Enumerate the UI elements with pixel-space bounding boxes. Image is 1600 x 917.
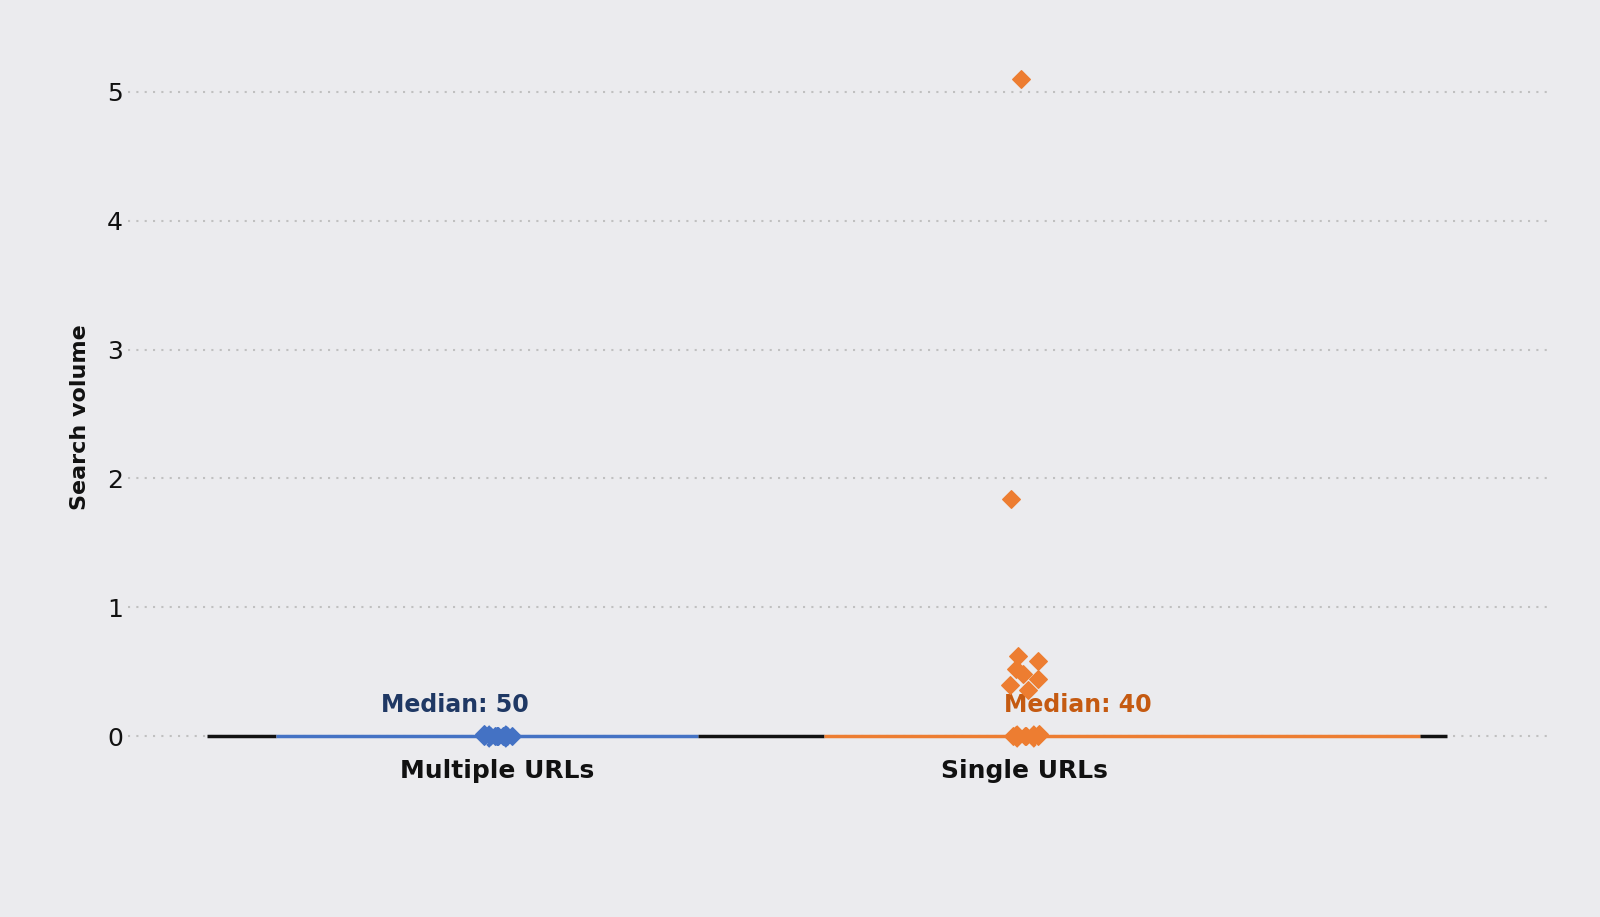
Point [485,729,510,744]
Point [1013,729,1038,744]
Point [997,678,1022,692]
Point [1014,682,1040,697]
Point [470,726,496,741]
Point [485,729,510,744]
Point [494,729,520,744]
Point [1011,729,1037,744]
Point [499,729,525,744]
Point [486,729,512,744]
Point [1008,72,1034,86]
Point [1005,649,1030,664]
Point [1026,726,1051,741]
Point [1000,729,1026,744]
Point [1019,729,1045,744]
Point [491,729,517,744]
Text: Median: 40: Median: 40 [1003,692,1150,717]
Text: Multiple URLs: Multiple URLs [400,759,594,783]
Point [490,729,515,744]
Text: Single URLs: Single URLs [941,759,1109,783]
Point [998,492,1024,506]
Point [477,729,502,744]
Point [493,727,518,742]
Text: Median: 50: Median: 50 [381,692,530,717]
Y-axis label: Search volume: Search volume [70,325,91,510]
Point [483,729,509,744]
Point [1003,727,1029,742]
Point [1003,662,1029,677]
Point [470,729,496,744]
Point [485,729,510,744]
Point [1013,729,1038,744]
Point [1010,667,1035,681]
Point [1024,654,1050,668]
Point [1024,729,1050,744]
Point [1026,672,1051,687]
